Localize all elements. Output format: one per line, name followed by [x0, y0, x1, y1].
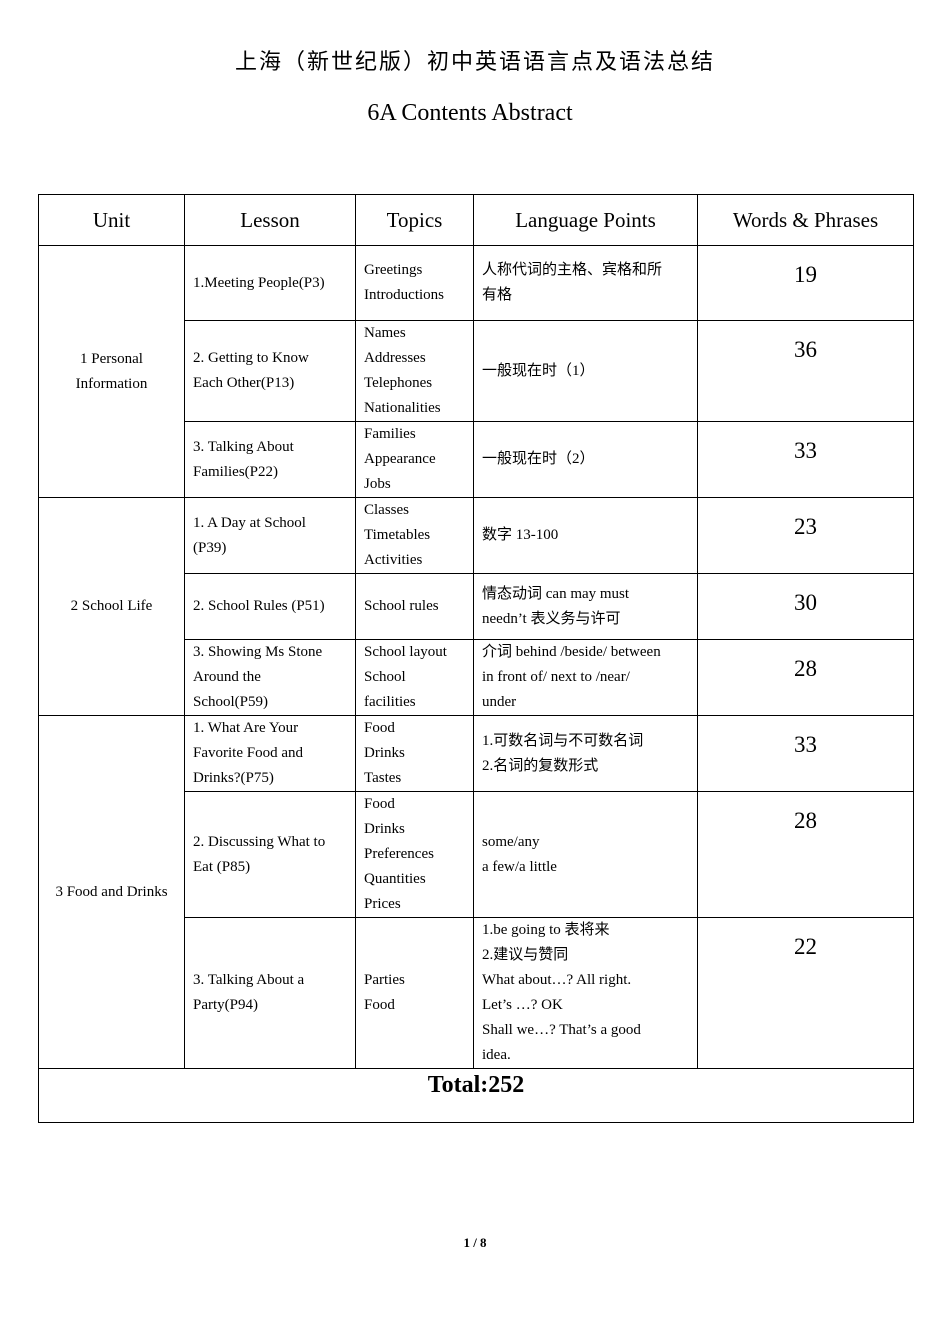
language-points-cell: some/any a few/a little — [473, 791, 698, 918]
language-points-cell: 人称代词的主格、宾格和所 有格 — [473, 245, 698, 321]
lesson-cell: 2. Discussing What to Eat (P85) — [184, 791, 356, 918]
language-points-cell: 数字 13-100 — [473, 497, 698, 574]
words-count-cell: 22 — [697, 917, 914, 1069]
topics-cell: Names Addresses Telephones Nationalities — [355, 320, 474, 422]
words-count-cell: 19 — [697, 245, 914, 321]
table-row: 3. Talking About Families(P22) Families A… — [39, 421, 914, 498]
table-row: 2 School Life 1. A Day at School (P39) Cla… — [38, 497, 914, 716]
lesson-cell: 3. Talking About Families(P22) — [184, 421, 356, 498]
words-count-cell: 28 — [697, 791, 914, 918]
unit-cell: 2 School Life — [38, 497, 185, 716]
contents-table: Unit Lesson Topics Language Points Words… — [38, 194, 914, 1123]
topics-cell: School layout School facilities — [355, 639, 474, 716]
lesson-cell: 1.Meeting People(P3) — [184, 245, 356, 321]
unit-cell: 1 Personal Information — [38, 245, 185, 498]
topics-cell: Classes Timetables Activities — [355, 497, 474, 574]
total-value: Total:252 — [38, 1068, 914, 1123]
topics-cell: Families Appearance Jobs — [355, 421, 474, 498]
table-row: 3. Showing Ms Stone Around the School(P5… — [39, 639, 914, 716]
table-row: 3. Talking About a Party(P94) Parties Foo… — [39, 917, 914, 1069]
document-title-english: 6A Contents Abstract — [367, 100, 573, 126]
words-count-cell: 33 — [697, 421, 914, 498]
words-count-cell: 36 — [697, 320, 914, 422]
language-points-cell: 情态动词 can may must needn’t 表义务与许可 — [473, 573, 698, 640]
table-row: 2. School Rules (P51) School rules 情态动词 ca… — [39, 573, 914, 640]
words-count-cell: 23 — [697, 497, 914, 574]
topics-cell: School rules — [355, 573, 474, 640]
table-row: 3 Food and Drinks 1. What Are Your Favori… — [38, 715, 914, 1069]
lesson-cell: 1. A Day at School (P39) — [184, 497, 356, 574]
language-points-cell: 1.可数名词与不可数名词 2.名词的复数形式 — [473, 715, 698, 792]
table-row: 1 Personal Information 1.Meeting People(P… — [38, 245, 914, 498]
topics-cell: Food Drinks Tastes — [355, 715, 474, 792]
header-unit: Unit — [38, 194, 185, 246]
language-points-cell: 一般现在时（1） — [473, 320, 698, 422]
header-topics: Topics — [355, 194, 474, 246]
table-row: 2. Discussing What to Eat (P85) Food Drin… — [39, 791, 914, 918]
topics-cell: Greetings Introductions — [355, 245, 474, 321]
document-title-chinese: 上海（新世纪版）初中英语语言点及语法总结 — [234, 49, 715, 74]
words-count-cell: 28 — [697, 639, 914, 716]
lesson-cell: 3. Showing Ms Stone Around the School(P5… — [184, 639, 356, 716]
words-count-cell: 30 — [697, 573, 914, 640]
words-count-cell: 33 — [697, 715, 914, 792]
page-number: 1 / 8 — [463, 1235, 487, 1250]
lesson-cell: 3. Talking About a Party(P94) — [184, 917, 356, 1069]
language-points-cell: 1.be going to 表将来 2.建议与赞同 What about…? A… — [473, 917, 698, 1069]
header-language-points: Language Points — [473, 194, 698, 246]
topics-cell: Parties Food — [355, 917, 474, 1069]
lesson-cell: 2. School Rules (P51) — [184, 573, 356, 640]
lesson-cell: 2. Getting to Know Each Other(P13) — [184, 320, 356, 422]
header-words-phrases: Words & Phrases — [697, 194, 914, 246]
language-points-cell: 介词 behind /beside/ between in front of/ … — [473, 639, 698, 716]
header-lesson: Lesson — [184, 194, 356, 246]
header-row: Unit Lesson Topics Language Points Words… — [38, 194, 914, 246]
total-row: Total:252 — [38, 1068, 914, 1123]
topics-cell: Food Drinks Preferences Quantities Price… — [355, 791, 474, 918]
language-points-cell: 一般现在时（2） — [473, 421, 698, 498]
unit-cell: 3 Food and Drinks — [38, 715, 185, 1069]
lesson-cell: 1. What Are Your Favorite Food and Drink… — [184, 715, 356, 792]
